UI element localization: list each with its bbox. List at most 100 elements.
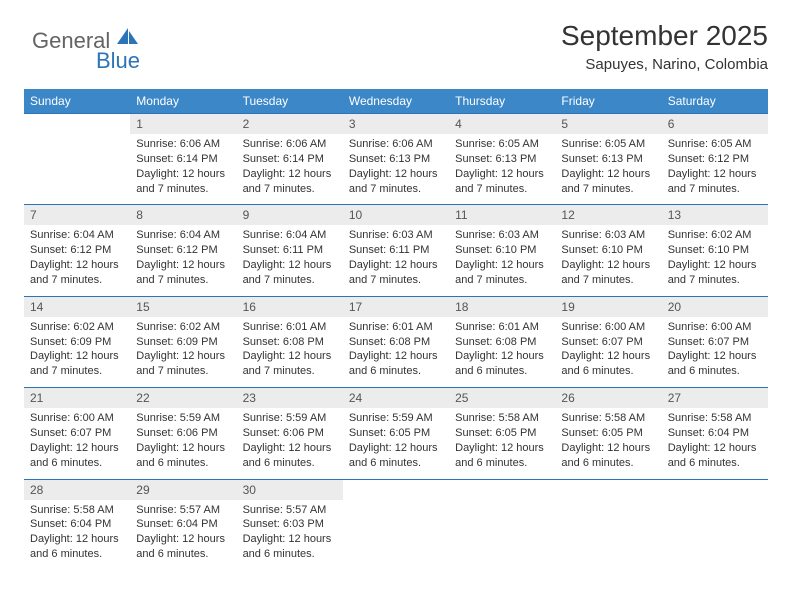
day-number: 27 (662, 388, 768, 408)
calendar-cell: 1Sunrise: 6:06 AMSunset: 6:14 PMDaylight… (130, 114, 236, 205)
calendar-header-row: SundayMondayTuesdayWednesdayThursdayFrid… (24, 89, 768, 114)
day-number: 25 (449, 388, 555, 408)
title-block: September 2025 Sapuyes, Narino, Colombia (561, 20, 768, 73)
calendar-cell: 3Sunrise: 6:06 AMSunset: 6:13 PMDaylight… (343, 114, 449, 205)
day-content: Sunrise: 6:05 AMSunset: 6:13 PMDaylight:… (449, 134, 555, 204)
calendar-row: 21Sunrise: 6:00 AMSunset: 6:07 PMDayligh… (24, 388, 768, 479)
calendar-cell: 20Sunrise: 6:00 AMSunset: 6:07 PMDayligh… (662, 296, 768, 387)
day-number: 11 (449, 205, 555, 225)
day-content: Sunrise: 6:05 AMSunset: 6:12 PMDaylight:… (662, 134, 768, 204)
day-content: Sunrise: 5:58 AMSunset: 6:05 PMDaylight:… (555, 408, 661, 478)
calendar-row: 28Sunrise: 5:58 AMSunset: 6:04 PMDayligh… (24, 479, 768, 570)
calendar-cell: 6Sunrise: 6:05 AMSunset: 6:12 PMDaylight… (662, 114, 768, 205)
day-content: Sunrise: 6:04 AMSunset: 6:12 PMDaylight:… (24, 225, 130, 295)
day-number: 30 (237, 480, 343, 500)
weekday-header: Monday (130, 89, 236, 114)
day-number: 24 (343, 388, 449, 408)
calendar-cell: 12Sunrise: 6:03 AMSunset: 6:10 PMDayligh… (555, 205, 661, 296)
day-content: Sunrise: 6:01 AMSunset: 6:08 PMDaylight:… (343, 317, 449, 387)
day-number: 22 (130, 388, 236, 408)
day-number: 16 (237, 297, 343, 317)
day-content: Sunrise: 5:57 AMSunset: 6:04 PMDaylight:… (130, 500, 236, 570)
calendar-cell: 29Sunrise: 5:57 AMSunset: 6:04 PMDayligh… (130, 479, 236, 570)
page-title: September 2025 (561, 20, 768, 52)
day-number: 19 (555, 297, 661, 317)
calendar-cell (662, 479, 768, 570)
calendar-cell: 17Sunrise: 6:01 AMSunset: 6:08 PMDayligh… (343, 296, 449, 387)
calendar-cell: 9Sunrise: 6:04 AMSunset: 6:11 PMDaylight… (237, 205, 343, 296)
weekday-header: Sunday (24, 89, 130, 114)
day-content: Sunrise: 6:02 AMSunset: 6:09 PMDaylight:… (130, 317, 236, 387)
empty-day (24, 114, 130, 134)
calendar-cell: 25Sunrise: 5:58 AMSunset: 6:05 PMDayligh… (449, 388, 555, 479)
logo-text-blue: Blue (96, 48, 140, 74)
calendar-cell: 26Sunrise: 5:58 AMSunset: 6:05 PMDayligh… (555, 388, 661, 479)
calendar-row: 1Sunrise: 6:06 AMSunset: 6:14 PMDaylight… (24, 114, 768, 205)
day-number: 1 (130, 114, 236, 134)
logo: General Blue (32, 28, 110, 54)
day-number: 7 (24, 205, 130, 225)
day-content: Sunrise: 6:03 AMSunset: 6:10 PMDaylight:… (449, 225, 555, 295)
day-content: Sunrise: 6:06 AMSunset: 6:14 PMDaylight:… (237, 134, 343, 204)
day-number: 6 (662, 114, 768, 134)
calendar-cell: 27Sunrise: 5:58 AMSunset: 6:04 PMDayligh… (662, 388, 768, 479)
day-content: Sunrise: 6:01 AMSunset: 6:08 PMDaylight:… (237, 317, 343, 387)
day-number: 3 (343, 114, 449, 134)
calendar-cell: 19Sunrise: 6:00 AMSunset: 6:07 PMDayligh… (555, 296, 661, 387)
day-content: Sunrise: 6:04 AMSunset: 6:11 PMDaylight:… (237, 225, 343, 295)
location-text: Sapuyes, Narino, Colombia (561, 56, 768, 73)
day-number: 2 (237, 114, 343, 134)
calendar-cell: 11Sunrise: 6:03 AMSunset: 6:10 PMDayligh… (449, 205, 555, 296)
calendar-cell: 8Sunrise: 6:04 AMSunset: 6:12 PMDaylight… (130, 205, 236, 296)
day-number: 4 (449, 114, 555, 134)
day-number: 18 (449, 297, 555, 317)
calendar-table: SundayMondayTuesdayWednesdayThursdayFrid… (24, 89, 768, 570)
calendar-cell: 10Sunrise: 6:03 AMSunset: 6:11 PMDayligh… (343, 205, 449, 296)
day-number: 5 (555, 114, 661, 134)
day-number: 8 (130, 205, 236, 225)
calendar-cell: 18Sunrise: 6:01 AMSunset: 6:08 PMDayligh… (449, 296, 555, 387)
calendar-cell: 16Sunrise: 6:01 AMSunset: 6:08 PMDayligh… (237, 296, 343, 387)
day-number: 9 (237, 205, 343, 225)
calendar-row: 14Sunrise: 6:02 AMSunset: 6:09 PMDayligh… (24, 296, 768, 387)
calendar-cell: 23Sunrise: 5:59 AMSunset: 6:06 PMDayligh… (237, 388, 343, 479)
day-content: Sunrise: 6:05 AMSunset: 6:13 PMDaylight:… (555, 134, 661, 204)
day-number: 23 (237, 388, 343, 408)
day-content: Sunrise: 5:58 AMSunset: 6:04 PMDaylight:… (24, 500, 130, 570)
day-number: 14 (24, 297, 130, 317)
day-content: Sunrise: 6:00 AMSunset: 6:07 PMDaylight:… (555, 317, 661, 387)
weekday-header: Friday (555, 89, 661, 114)
calendar-cell: 13Sunrise: 6:02 AMSunset: 6:10 PMDayligh… (662, 205, 768, 296)
day-content: Sunrise: 5:59 AMSunset: 6:06 PMDaylight:… (237, 408, 343, 478)
day-content: Sunrise: 6:03 AMSunset: 6:10 PMDaylight:… (555, 225, 661, 295)
calendar-cell: 14Sunrise: 6:02 AMSunset: 6:09 PMDayligh… (24, 296, 130, 387)
calendar-cell: 15Sunrise: 6:02 AMSunset: 6:09 PMDayligh… (130, 296, 236, 387)
day-content: Sunrise: 6:02 AMSunset: 6:09 PMDaylight:… (24, 317, 130, 387)
day-content: Sunrise: 5:57 AMSunset: 6:03 PMDaylight:… (237, 500, 343, 570)
day-number: 13 (662, 205, 768, 225)
day-number: 29 (130, 480, 236, 500)
day-content: Sunrise: 6:00 AMSunset: 6:07 PMDaylight:… (662, 317, 768, 387)
calendar-cell: 2Sunrise: 6:06 AMSunset: 6:14 PMDaylight… (237, 114, 343, 205)
day-number: 10 (343, 205, 449, 225)
day-content: Sunrise: 6:03 AMSunset: 6:11 PMDaylight:… (343, 225, 449, 295)
calendar-cell: 4Sunrise: 6:05 AMSunset: 6:13 PMDaylight… (449, 114, 555, 205)
day-number: 21 (24, 388, 130, 408)
calendar-cell: 7Sunrise: 6:04 AMSunset: 6:12 PMDaylight… (24, 205, 130, 296)
calendar-row: 7Sunrise: 6:04 AMSunset: 6:12 PMDaylight… (24, 205, 768, 296)
day-content: Sunrise: 5:58 AMSunset: 6:04 PMDaylight:… (662, 408, 768, 478)
calendar-cell: 28Sunrise: 5:58 AMSunset: 6:04 PMDayligh… (24, 479, 130, 570)
calendar-cell: 24Sunrise: 5:59 AMSunset: 6:05 PMDayligh… (343, 388, 449, 479)
calendar-cell: 22Sunrise: 5:59 AMSunset: 6:06 PMDayligh… (130, 388, 236, 479)
weekday-header: Thursday (449, 89, 555, 114)
header: General Blue September 2025 Sapuyes, Nar… (24, 20, 768, 73)
empty-day (555, 480, 661, 500)
weekday-header: Wednesday (343, 89, 449, 114)
day-content: Sunrise: 6:06 AMSunset: 6:13 PMDaylight:… (343, 134, 449, 204)
empty-day (449, 480, 555, 500)
weekday-header: Saturday (662, 89, 768, 114)
day-number: 26 (555, 388, 661, 408)
day-number: 15 (130, 297, 236, 317)
calendar-cell (555, 479, 661, 570)
day-content: Sunrise: 6:01 AMSunset: 6:08 PMDaylight:… (449, 317, 555, 387)
